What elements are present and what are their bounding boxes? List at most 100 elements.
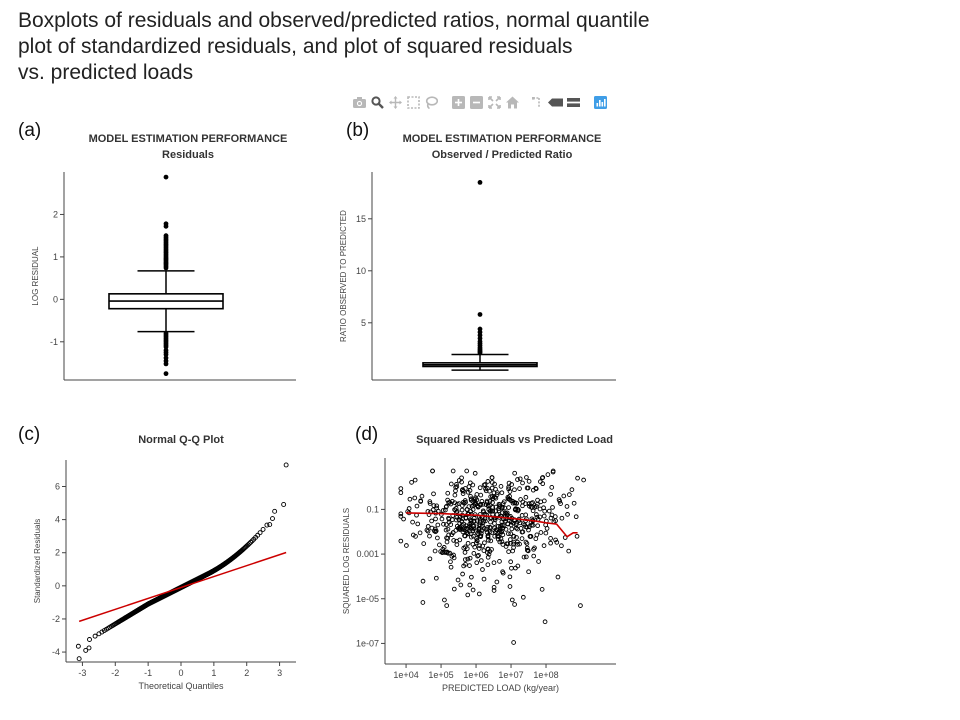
scatter-point (491, 588, 497, 593)
plotly-logo-icon[interactable] (593, 95, 608, 110)
scatter-point (444, 603, 450, 608)
scatter-point (489, 547, 494, 552)
scatter-point (427, 556, 433, 562)
scatter-point (485, 534, 491, 540)
scatter-point (485, 525, 490, 530)
scatter-point (446, 532, 452, 538)
scatter-point (527, 524, 532, 530)
qq-point (264, 522, 270, 528)
outlier-point (477, 312, 483, 317)
outlier-point (163, 344, 169, 350)
y-tick-label-d: 0.1 (366, 504, 379, 514)
scatter-point (477, 512, 483, 517)
scatter-point (398, 511, 404, 517)
scatter-point (509, 482, 514, 487)
scatter-point (427, 501, 433, 506)
scatter-point (461, 500, 467, 506)
scatter-point (451, 586, 457, 592)
scatter-point (477, 522, 483, 528)
scatter-point (451, 538, 457, 543)
zoom-in-icon[interactable] (451, 95, 466, 110)
scatter-point (474, 536, 479, 541)
smooth-line (406, 512, 578, 538)
scatter-point (480, 567, 485, 572)
scatter-point (430, 468, 435, 474)
scatter-point (417, 530, 423, 536)
scatter-point (478, 533, 484, 539)
scatter-point (459, 507, 465, 513)
scatter-point (533, 536, 539, 542)
scatter-point (454, 484, 460, 489)
qq-point (270, 516, 275, 522)
box-select-icon[interactable] (406, 95, 421, 110)
scatter-point (514, 535, 519, 540)
scatter-point (500, 532, 506, 538)
scatter-point (505, 521, 510, 527)
scatter-point (519, 529, 525, 535)
scatter-point (559, 543, 564, 549)
scatter-point (490, 496, 496, 501)
scatter-point (492, 481, 497, 487)
scatter-point (476, 553, 481, 558)
scatter-point (517, 486, 522, 491)
scatter-point (501, 499, 507, 505)
camera-icon[interactable] (352, 95, 367, 110)
scatter-point (506, 505, 511, 510)
scatter-point (514, 501, 519, 506)
scatter-point (465, 489, 471, 495)
scatter-point (552, 514, 558, 519)
scatter-point (459, 475, 464, 481)
scatter-point (420, 578, 426, 584)
scatter-point (468, 518, 474, 523)
hover-closest-icon[interactable] (548, 95, 563, 110)
scatter-point (475, 531, 480, 536)
scatter-point (511, 545, 516, 550)
scatter-point (486, 537, 491, 543)
scatter-point (448, 481, 454, 487)
scatter-point (486, 503, 491, 509)
qq-point (283, 462, 289, 468)
scatter-point (523, 494, 529, 500)
autoscale-icon[interactable] (487, 95, 502, 110)
qq-point (99, 629, 105, 635)
scatter-point (474, 538, 480, 543)
scatter-point (432, 528, 437, 534)
lasso-select-icon[interactable] (424, 95, 439, 110)
panel-label-a: (a) (18, 120, 42, 141)
chart-title: Squared Residuals vs Predicted Load (416, 434, 613, 446)
y-tick-label-c: 2 (55, 548, 60, 558)
scatter-point (462, 533, 468, 539)
scatter-point (437, 542, 442, 548)
scatter-point (534, 504, 539, 509)
scatter-point (508, 531, 514, 537)
scatter-point (561, 493, 567, 499)
scatter-point (550, 505, 555, 510)
outlier-point (163, 352, 169, 357)
reset-axes-icon[interactable] (505, 95, 520, 110)
scatter-point (494, 492, 500, 497)
scatter-point (488, 538, 494, 544)
outlier-point (477, 350, 483, 356)
scatter-point (475, 504, 481, 509)
pan-icon[interactable] (388, 95, 403, 110)
scatter-point (476, 546, 482, 551)
chart-title: MODEL ESTIMATION PERFORMANCE (403, 133, 602, 145)
scatter-point (479, 498, 485, 504)
scatter-point (439, 516, 445, 522)
scatter-point (548, 491, 554, 497)
scatter-point (502, 505, 508, 511)
zoom-icon[interactable] (370, 95, 385, 110)
chart-subtitle: Residuals (162, 149, 214, 161)
scatter-point (467, 555, 473, 561)
zoom-out-icon[interactable] (469, 95, 484, 110)
scatter-point (466, 504, 472, 509)
scatter-point (451, 552, 456, 558)
scatter-point (398, 486, 404, 491)
qq-point (86, 645, 92, 651)
scatter-point (566, 548, 572, 554)
x-tick-label-d: 1e+04 (393, 670, 418, 680)
scatter-point (508, 559, 514, 565)
scatter-point (471, 533, 476, 539)
spike-lines-icon[interactable] (530, 95, 545, 110)
hover-compare-icon[interactable] (566, 95, 581, 110)
